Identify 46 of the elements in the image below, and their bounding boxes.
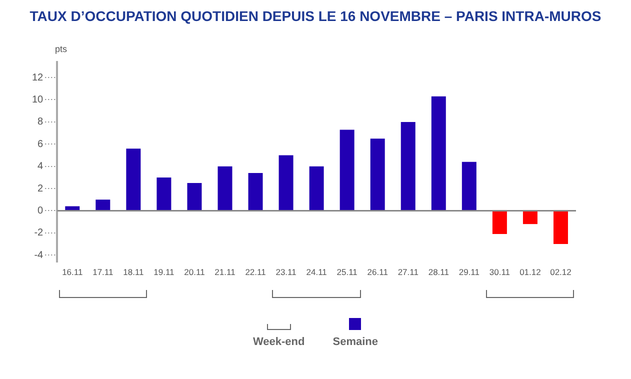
bar [340,130,354,210]
legend-label: Semaine [332,336,378,348]
bar [522,211,538,224]
y-tick-label: 10 [32,94,44,106]
x-tick-label: 29.11 [458,267,480,278]
bar [278,155,294,210]
y-tick-label: -2 [34,228,44,239]
bar [431,96,446,210]
x-tick-label: 25.11 [336,267,358,278]
y-tick-label: 12 [32,72,44,84]
y-tick-label: 6 [38,138,44,150]
x-tick-label: 02.12 [550,267,572,278]
x-tick-label: 30.11 [489,267,510,278]
x-tick-label: 20.11 [184,267,206,278]
x-tick-label: 26.11 [367,267,388,278]
y-tick-label: -4 [34,250,44,261]
bar [400,122,416,210]
x-tick-label: 18.11 [123,267,144,278]
bar [553,211,568,244]
x-tick-label: 27.11 [398,267,419,278]
bar [248,173,263,210]
y-tick-label: 2 [38,183,44,194]
y-axis-title: pts [55,44,68,54]
x-tick-label: 21.11 [214,267,236,278]
text: Week-end [252,336,305,348]
bar [156,177,172,210]
x-tick-label: 28.11 [428,267,450,278]
chart-title: TAUX D’OCCUPATION QUOTIDIEN DEPUIS LE 16 NOVEMBRE – PARIS INTRA-MUROS [28,8,602,24]
bar [370,138,385,210]
x-tick-label: 01.12 [520,267,542,278]
x-tick-label: 24.11 [306,267,328,278]
x-tick-label: 23.11 [276,267,297,278]
bar [462,162,476,210]
y-tick-label: 4 [38,161,44,172]
bar [126,148,141,210]
y-tick-label: 8 [38,116,44,128]
y-tick-label: 0 [38,205,44,216]
bar [187,182,202,210]
bar [492,211,507,234]
bar [218,166,232,210]
bar [309,166,324,210]
x-tick-label: 17.11 [92,267,114,278]
x-tick-label: 19.11 [154,267,175,278]
bar [96,200,110,210]
x-tick-label: 16.11 [62,267,83,278]
x-tick-label: 22.11 [245,267,266,278]
